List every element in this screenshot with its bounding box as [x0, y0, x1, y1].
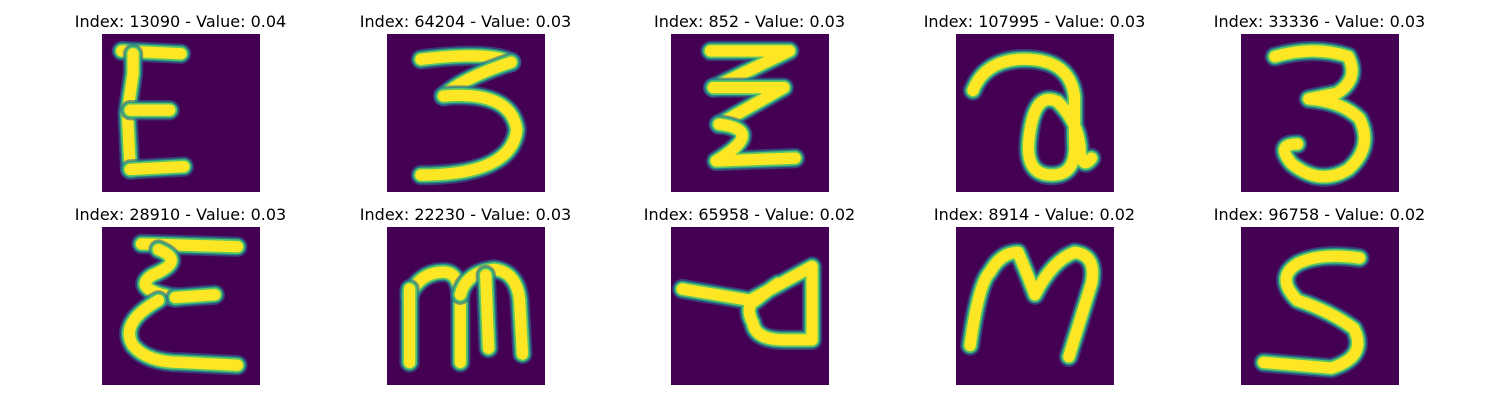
panel-title: Index: 8914 - Value: 0.02 [933, 205, 1136, 224]
digit-image [387, 34, 545, 192]
image-panel: Index: 8914 - Value: 0.02 [892, 205, 1177, 385]
glyph-stroke [704, 45, 796, 94]
glyph-stroke [121, 48, 139, 176]
panel-title: Index: 65958 - Value: 0.02 [643, 205, 856, 224]
digit-image [1241, 227, 1399, 385]
glyph-stroke [707, 81, 790, 130]
glyph-stroke [415, 89, 523, 181]
glyph-stroke [964, 246, 1099, 363]
panel-title: Index: 22230 - Value: 0.03 [359, 205, 572, 224]
glyph-stroke [676, 260, 818, 346]
glyph-stroke [124, 160, 190, 176]
panel-title: Index: 28910 - Value: 0.03 [74, 205, 287, 224]
image-panel: Index: 64204 - Value: 0.03 [323, 12, 608, 192]
image-panel: Index: 13090 - Value: 0.04 [38, 12, 323, 192]
panel-title: Index: 33336 - Value: 0.03 [1213, 12, 1426, 31]
glyph-stroke [710, 118, 801, 167]
digit-image [387, 227, 545, 385]
digit-image [671, 227, 829, 385]
image-panel: Index: 65958 - Value: 0.02 [607, 205, 892, 385]
panel-title: Index: 64204 - Value: 0.03 [359, 12, 572, 31]
digit-image [102, 34, 260, 192]
panel-title: Index: 107995 - Value: 0.03 [923, 12, 1146, 31]
glyph-stroke [1257, 250, 1366, 374]
glyph-stroke [1269, 45, 1371, 183]
glyph-stroke [480, 269, 495, 354]
image-panel: Index: 33336 - Value: 0.03 [1177, 12, 1462, 192]
image-panel: Index: 22230 - Value: 0.03 [323, 205, 608, 385]
image-panel: Index: 28910 - Value: 0.03 [38, 205, 323, 385]
digit-image [956, 34, 1114, 192]
image-panel: Index: 107995 - Value: 0.03 [892, 12, 1177, 192]
digit-image [102, 227, 260, 385]
glyph-stroke [967, 53, 1098, 181]
glyph-stroke [454, 263, 529, 360]
glyph-stroke [169, 289, 221, 304]
panel-title: Index: 852 - Value: 0.03 [653, 12, 846, 31]
digit-image [1241, 34, 1399, 192]
digit-image [956, 227, 1114, 385]
image-panel: Index: 852 - Value: 0.03 [607, 12, 892, 192]
panel-title: Index: 96758 - Value: 0.02 [1213, 205, 1426, 224]
digit-image [671, 34, 829, 192]
glyph-stroke [123, 294, 244, 371]
image-panel: Index: 96758 - Value: 0.02 [1177, 205, 1462, 385]
panel-title: Index: 13090 - Value: 0.04 [74, 12, 287, 31]
